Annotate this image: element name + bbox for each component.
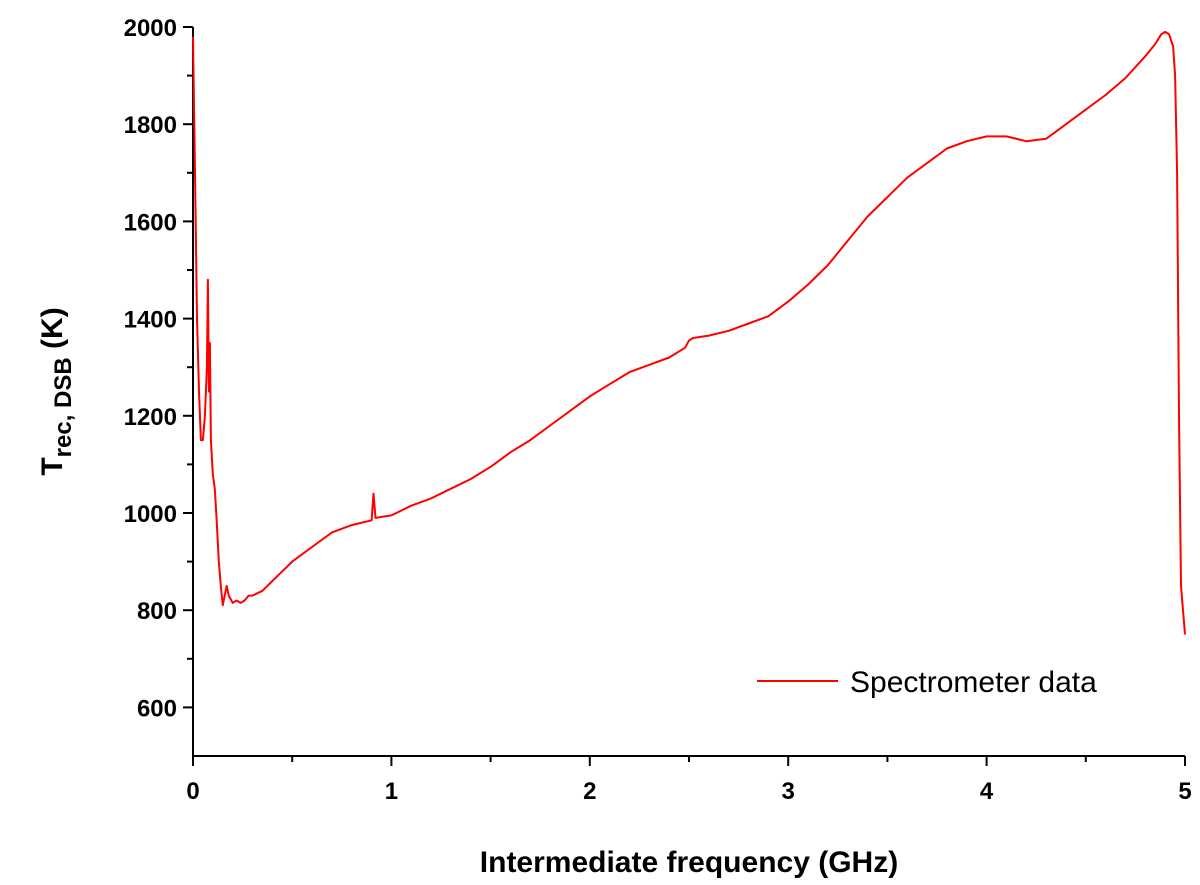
series-layer <box>192 30 1186 635</box>
x-tick-label: 1 <box>385 778 398 805</box>
legend-label: Spectrometer data <box>850 666 1097 699</box>
x-tick-label: 4 <box>980 778 994 805</box>
y-tick-label: 1400 <box>124 307 177 334</box>
y-tick-label: 600 <box>137 695 177 722</box>
plot-area <box>192 27 1185 757</box>
series-line <box>192 30 1186 635</box>
x-axis-ticks: 0 1 2 3 4 5 <box>186 756 1192 805</box>
legend: Spectrometer data <box>757 666 1097 699</box>
x-tick-label: 0 <box>186 778 199 805</box>
y-axis-title-main: T <box>36 457 69 475</box>
y-tick-label: 1000 <box>124 501 177 528</box>
x-tick-label: 3 <box>782 778 795 805</box>
y-tick-label: 1600 <box>124 209 177 236</box>
x-tick-label: 2 <box>583 778 596 805</box>
y-axis-title: Trec, DSB (K) <box>36 307 77 475</box>
y-tick-label: 800 <box>137 598 177 625</box>
y-axis-title-subscript: rec, DSB <box>50 357 77 457</box>
y-axis-ticks: 600 800 1000 1200 1400 1600 1800 2000 <box>124 15 193 722</box>
y-tick-label: 1200 <box>124 404 177 431</box>
x-axis-title: Intermediate frequency (GHz) <box>480 846 898 879</box>
y-axis-title-unit: (K) <box>36 307 69 357</box>
y-tick-label: 1800 <box>124 112 177 139</box>
x-tick-label: 5 <box>1178 778 1191 805</box>
y-tick-label: 2000 <box>124 15 177 42</box>
